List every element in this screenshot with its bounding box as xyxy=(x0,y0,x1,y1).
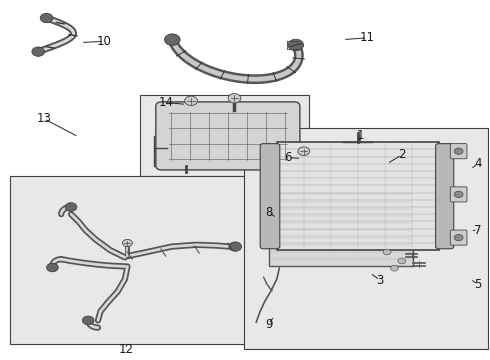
Circle shape xyxy=(454,234,463,241)
Text: 12: 12 xyxy=(119,343,134,356)
Text: 10: 10 xyxy=(97,35,111,48)
Circle shape xyxy=(454,191,463,198)
Text: 13: 13 xyxy=(37,112,51,125)
Bar xyxy=(140,95,309,176)
Text: 7: 7 xyxy=(474,224,482,237)
FancyBboxPatch shape xyxy=(260,144,280,249)
Bar xyxy=(269,187,413,266)
FancyBboxPatch shape xyxy=(450,187,467,202)
Text: 9: 9 xyxy=(265,318,272,330)
FancyBboxPatch shape xyxy=(450,144,467,159)
Circle shape xyxy=(228,94,241,103)
Text: 6: 6 xyxy=(284,151,292,164)
Text: 1: 1 xyxy=(356,129,364,141)
FancyBboxPatch shape xyxy=(156,102,300,170)
Circle shape xyxy=(165,34,180,45)
Circle shape xyxy=(229,242,242,251)
Circle shape xyxy=(288,39,304,51)
Text: 5: 5 xyxy=(474,278,482,291)
Text: 8: 8 xyxy=(265,206,272,219)
Circle shape xyxy=(391,265,398,271)
Circle shape xyxy=(82,316,94,325)
Bar xyxy=(244,128,488,349)
Text: 2: 2 xyxy=(398,148,406,161)
FancyBboxPatch shape xyxy=(436,144,454,249)
Circle shape xyxy=(398,258,406,264)
Circle shape xyxy=(383,249,391,255)
Text: 14: 14 xyxy=(159,96,174,109)
Bar xyxy=(10,176,245,344)
Circle shape xyxy=(40,13,53,23)
Circle shape xyxy=(32,47,45,57)
Text: 4: 4 xyxy=(474,157,482,170)
Circle shape xyxy=(185,96,197,105)
Bar xyxy=(277,142,439,250)
FancyBboxPatch shape xyxy=(450,230,467,245)
Circle shape xyxy=(47,263,58,272)
Circle shape xyxy=(454,148,463,154)
Text: 11: 11 xyxy=(360,31,375,44)
Circle shape xyxy=(65,203,77,211)
Text: 3: 3 xyxy=(376,274,384,287)
Circle shape xyxy=(122,239,132,247)
Circle shape xyxy=(298,147,310,156)
